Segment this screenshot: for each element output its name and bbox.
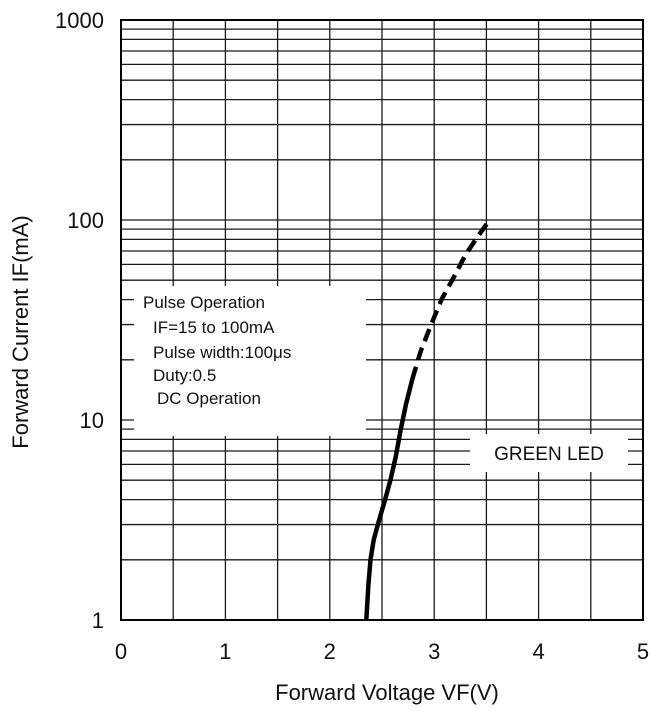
x-tick-label: 0 <box>115 639 127 664</box>
annotation-line-1: Pulse Operation <box>143 293 265 312</box>
x-tick-label: 5 <box>637 639 649 664</box>
series-layer <box>364 218 492 621</box>
x-tick-label: 2 <box>324 639 336 664</box>
annotation-line-4: Duty:0.5 <box>153 366 216 385</box>
series-line-solid <box>364 378 415 621</box>
annotation-line-3: Pulse width:100μs <box>153 343 291 362</box>
x-axis-label: Forward Voltage VF(V) <box>275 680 499 705</box>
y-axis-label: Forward Current IF(mA) <box>8 215 33 448</box>
annotation-line-2: IF=15 to 100mA <box>153 318 275 337</box>
y-tick-label: 1000 <box>55 8 104 33</box>
x-tick-label: 3 <box>428 639 440 664</box>
legend-label: GREEN LED <box>494 444 604 465</box>
annotation-box-background <box>134 286 366 436</box>
legend-background <box>470 434 628 472</box>
annotation-box: Pulse Operation IF=15 to 100mA Pulse wid… <box>134 286 366 436</box>
x-tick-labels: 0 1 2 3 4 5 <box>115 639 649 664</box>
y-tick-label: 100 <box>67 208 104 233</box>
y-tick-label: 1 <box>92 608 104 633</box>
y-tick-label: 10 <box>80 408 104 433</box>
legend: GREEN LED <box>470 434 628 472</box>
plot-frame <box>120 19 644 621</box>
x-tick-label: 1 <box>219 639 231 664</box>
y-tick-labels: 1 10 100 1000 <box>55 8 104 633</box>
annotation-line-5: DC Operation <box>157 389 261 408</box>
x-tick-label: 4 <box>532 639 544 664</box>
